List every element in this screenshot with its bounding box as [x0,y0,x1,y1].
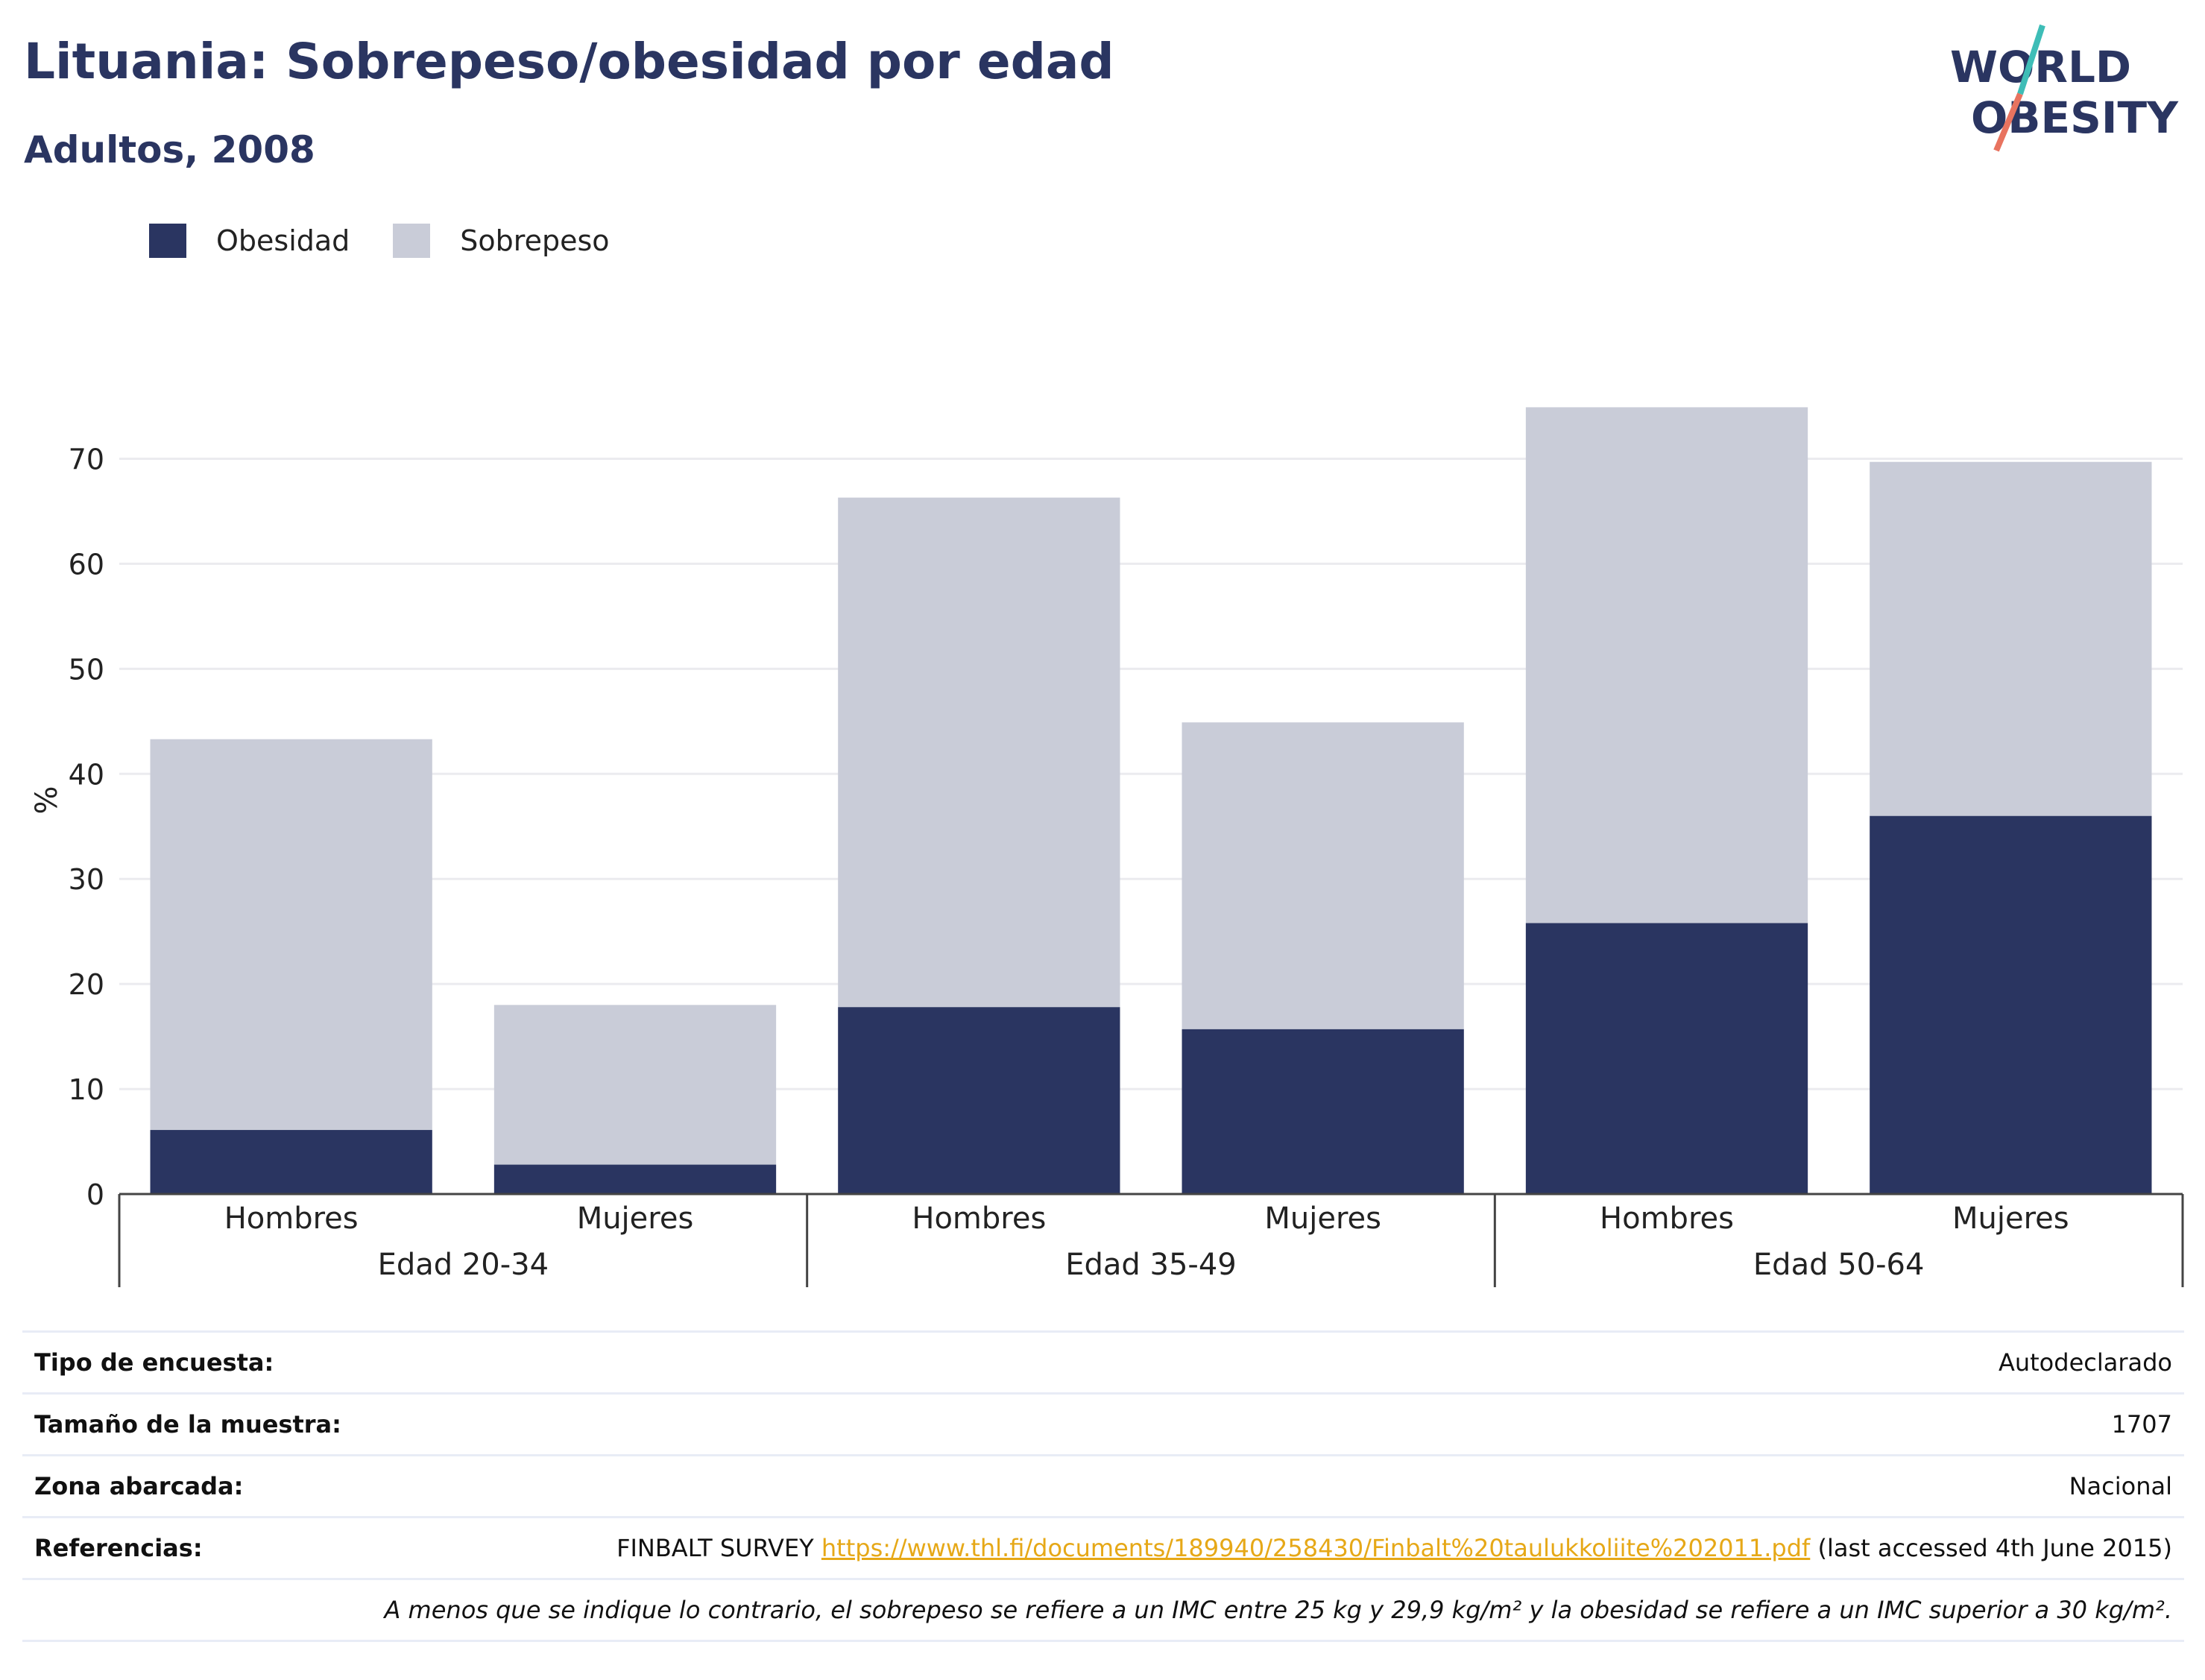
chart-legend: Obesidad Sobrepeso [149,224,653,258]
legend-item-overweight[interactable]: Sobrepeso [393,224,610,258]
references-suffix: (last accessed 4th June 2015) [1817,1534,2172,1562]
sample-size-value: 1707 [2111,1410,2172,1439]
stacked-bar-chart: 0 10 20 30 40 50 60 70% Hombres Mujeres Hombres Muj… [30,407,2184,1287]
y-tick-label: 70 [69,443,104,476]
bar-obesity [493,1164,777,1194]
info-row-note: A menos que se indique lo contrario, el … [22,1578,2184,1642]
x-tick-label: Mujeres [1952,1201,2069,1236]
x-tick-label: Mujeres [1264,1201,1381,1236]
bar-overweight [493,1005,777,1165]
y-tick-label: 30 [69,863,104,896]
group-label: Edad 50-64 [1753,1248,1925,1282]
y-tick-label: 50 [69,653,104,686]
info-row-sample-size: Tamaño de la muestra: 1707 [22,1392,2184,1454]
info-row-survey-type: Tipo de encuesta: Autodeclarado [22,1330,2184,1392]
bar-obesity [1182,1029,1464,1194]
x-tick-label: Hombres [224,1201,359,1236]
area-value: Nacional [2069,1472,2172,1500]
info-row-area: Zona abarcada: Nacional [22,1454,2184,1516]
legend-swatch-obesity [149,224,186,258]
legend-swatch-overweight [393,224,431,258]
bar-overweight [150,739,432,1131]
references-link[interactable]: https://www.thl.fi/documents/189940/2584… [821,1534,1811,1562]
bar-overweight [1525,407,1808,923]
world-obesity-logo: WORLD OBESITY [1950,24,2179,152]
x-tick-label: Mujeres [577,1201,694,1236]
references-label: Referencias: [34,1534,203,1562]
y-axis-label: % [30,786,64,814]
survey-type-label: Tipo de encuesta: [34,1348,274,1377]
logo-slash-coral [1993,92,2023,152]
bar-overweight [1182,722,1464,1029]
info-row-references: Referencias: FINBALT SURVEY https://www.… [22,1516,2184,1578]
bar-obesity [1525,923,1808,1194]
references-prefix: FINBALT SURVEY [616,1534,814,1562]
chart-subtitle: Adultos, 2008 [24,128,315,171]
group-label: Edad 35-49 [1065,1248,1237,1282]
y-tick-label: 40 [69,758,104,791]
bar-overweight [838,497,1120,1008]
survey-type-value: Autodeclarado [1998,1348,2172,1377]
x-tick-label: Hombres [912,1201,1046,1236]
chart-title: Lituania: Sobrepeso/obesidad por edad [24,33,1114,90]
survey-info-table: Tipo de encuesta: Autodeclarado Tamaño d… [22,1330,2184,1642]
legend-item-obesity[interactable]: Obesidad [149,224,350,258]
bar-obesity [838,1007,1120,1194]
bar-obesity [150,1130,432,1194]
sample-size-label: Tamaño de la muestra: [34,1410,341,1439]
definition-note: A menos que se indique lo contrario, el … [384,1596,2172,1624]
y-tick-label: 0 [86,1178,104,1211]
bar-obesity [1870,815,2152,1194]
y-tick-label: 20 [69,968,104,1001]
y-tick-label: 10 [69,1073,104,1106]
y-tick-label: 60 [69,548,104,581]
legend-label-obesity: Obesidad [216,224,350,257]
bar-overweight [1870,461,2152,816]
legend-label-overweight: Sobrepeso [460,224,610,257]
logo-slash-teal [2017,24,2045,95]
x-tick-label: Hombres [1600,1201,1734,1236]
references-value: FINBALT SURVEY https://www.thl.fi/docume… [616,1534,2172,1562]
area-label: Zona abarcada: [34,1472,244,1500]
logo-word-world: WORLD [1950,42,2131,92]
group-label: Edad 20-34 [378,1248,549,1282]
